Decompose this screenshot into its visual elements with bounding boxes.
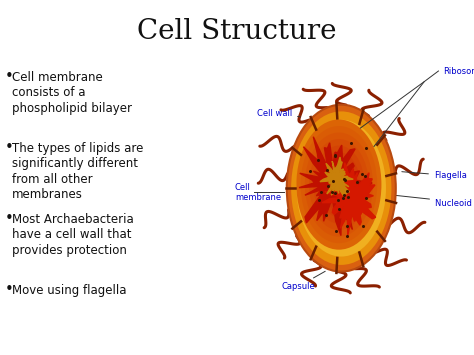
Ellipse shape	[318, 152, 360, 217]
Text: •: •	[5, 140, 13, 155]
Text: •: •	[5, 69, 13, 84]
Ellipse shape	[309, 139, 369, 230]
Text: Cell wall: Cell wall	[257, 109, 301, 118]
Polygon shape	[299, 137, 372, 236]
Text: •: •	[5, 211, 13, 226]
Text: Most Archaebacteria
have a cell wall that
provides protection: Most Archaebacteria have a cell wall tha…	[12, 213, 134, 257]
Ellipse shape	[322, 159, 356, 211]
Text: Cell membrane
consists of a
phospholipid bilayer: Cell membrane consists of a phospholipid…	[12, 71, 132, 115]
Polygon shape	[322, 163, 376, 235]
Text: Nucleoid (DNA): Nucleoid (DNA)	[393, 195, 474, 208]
Text: Move using flagella: Move using flagella	[12, 284, 127, 297]
Polygon shape	[320, 157, 353, 196]
Text: Capsule: Capsule	[281, 271, 325, 291]
Ellipse shape	[287, 105, 396, 272]
Text: •: •	[5, 282, 13, 297]
Ellipse shape	[296, 120, 382, 250]
Text: The types of lipids are
significantly different
from all other
membranes: The types of lipids are significantly di…	[12, 142, 143, 202]
Text: Ribosomes: Ribosomes	[443, 66, 474, 76]
Ellipse shape	[297, 120, 386, 257]
Text: Flagella: Flagella	[402, 171, 467, 180]
Text: Cell
membrane: Cell membrane	[235, 182, 281, 202]
Ellipse shape	[313, 146, 365, 224]
Ellipse shape	[335, 178, 343, 191]
Ellipse shape	[330, 171, 347, 198]
Ellipse shape	[301, 126, 377, 243]
Ellipse shape	[305, 132, 373, 237]
Ellipse shape	[291, 111, 392, 265]
Ellipse shape	[326, 165, 352, 204]
Text: Cell Structure: Cell Structure	[137, 18, 337, 45]
